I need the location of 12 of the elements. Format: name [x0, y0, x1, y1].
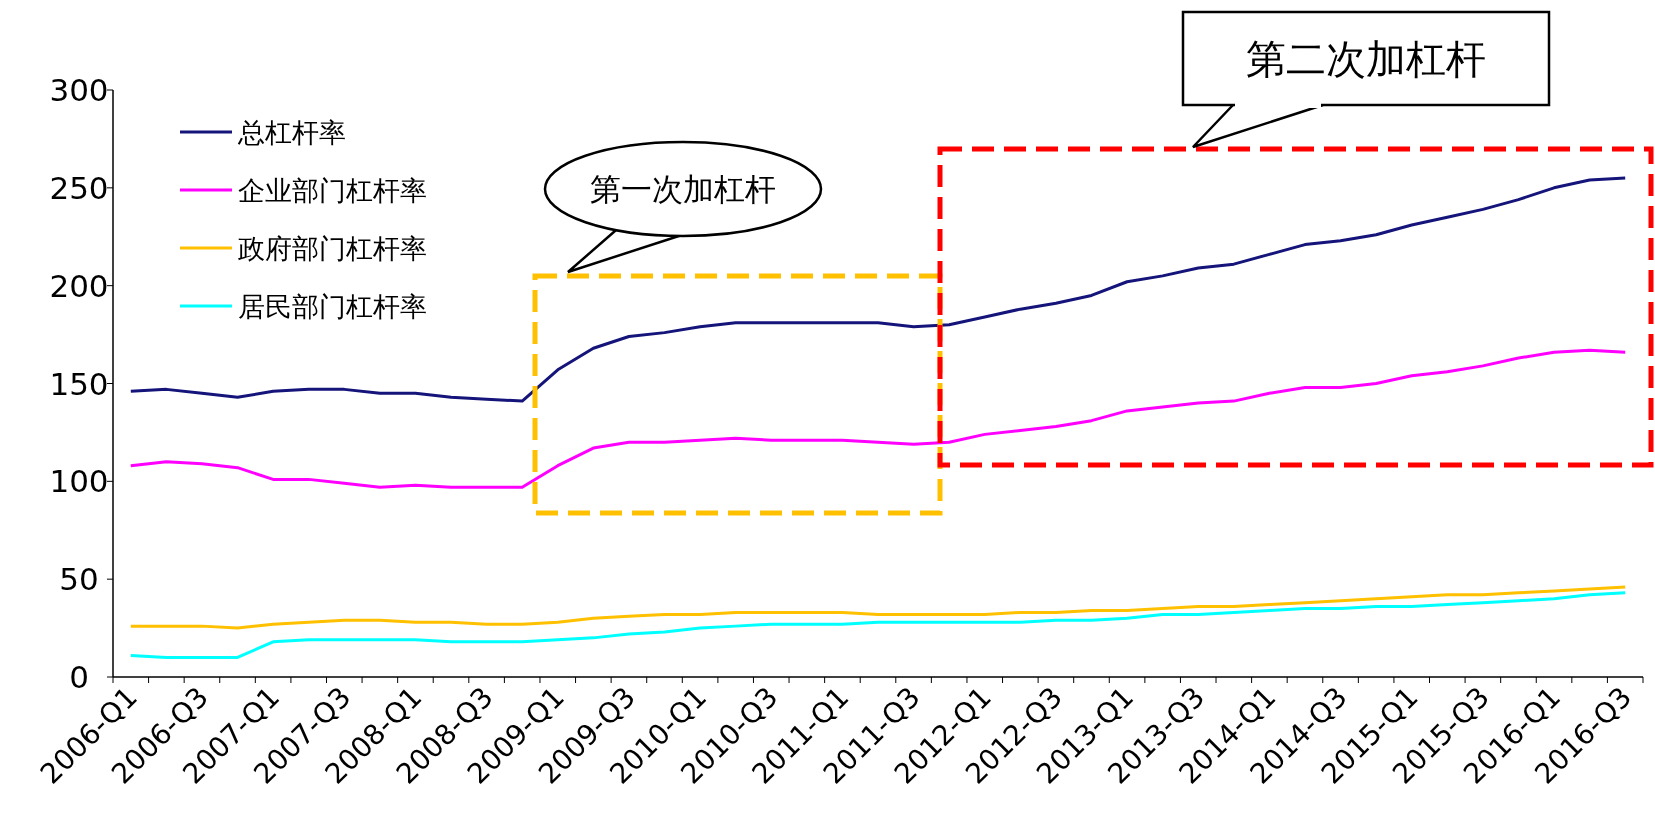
y-tick-label: 0 [69, 659, 89, 695]
y-tick-label: 250 [49, 169, 109, 206]
y-tick-label: 200 [49, 267, 109, 304]
y-tick-label: 150 [49, 365, 109, 402]
legend-label: 政府部门杠杆率 [238, 233, 427, 264]
legend-label: 总杠杆率 [237, 117, 346, 148]
y-tick-label: 50 [59, 561, 99, 598]
y-tick-label: 100 [49, 463, 109, 500]
y-tick-label: 300 [49, 72, 109, 108]
legend-label: 居民部门杠杆率 [238, 291, 427, 322]
legend-label: 企业部门杠杆率 [238, 175, 427, 206]
annotation: 第一次加杠杆 [590, 171, 776, 207]
